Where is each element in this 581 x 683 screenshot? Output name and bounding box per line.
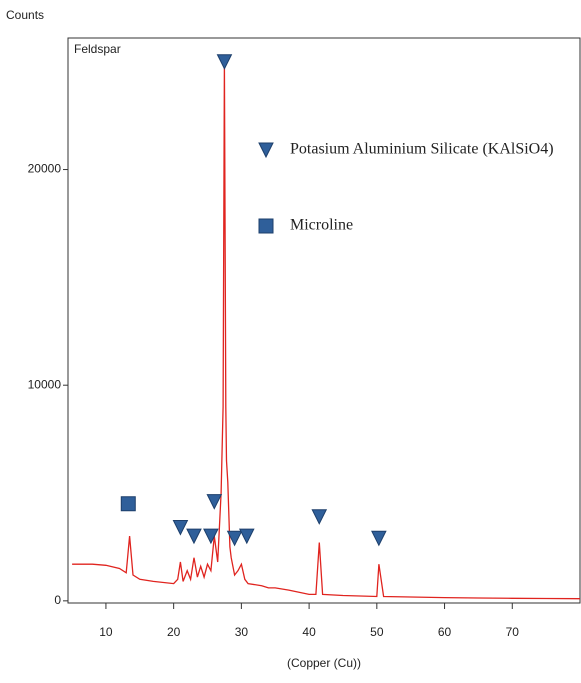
y-tick-label: 20000 — [28, 162, 62, 176]
legend-symbol — [258, 142, 274, 159]
peak-marker — [186, 528, 202, 545]
peak-marker — [203, 528, 219, 545]
peak-marker — [238, 528, 255, 545]
x-tick-label: 40 — [302, 625, 316, 639]
x-tick-label: 30 — [235, 625, 249, 639]
y-tick-label: 10000 — [28, 377, 62, 391]
peak-marker — [371, 530, 387, 547]
y-tick-label: 0 — [54, 593, 61, 607]
x-tick-label: 10 — [99, 625, 113, 639]
peak-marker — [216, 54, 233, 70]
x-tick-label: 70 — [506, 625, 520, 639]
peak-marker — [172, 520, 189, 536]
x-tick-label: 50 — [370, 625, 384, 639]
peak-marker — [226, 530, 243, 547]
legend-label: Potasium Aluminium Silicate (KAlSiO4) — [290, 141, 554, 158]
series-label: Feldspar — [74, 42, 121, 56]
y-axis-label: Counts — [6, 8, 44, 22]
legend-symbol — [258, 218, 274, 234]
x-tick-label: 20 — [167, 625, 181, 639]
peak-marker — [120, 496, 136, 512]
peak-marker — [206, 494, 223, 510]
peak-marker — [311, 509, 328, 525]
x-axis-label: (Copper (Cu)) — [287, 656, 361, 670]
legend-label: Microline — [290, 217, 353, 234]
data-line — [72, 61, 581, 600]
plot-frame — [67, 37, 581, 604]
x-tick-label: 60 — [438, 625, 452, 639]
